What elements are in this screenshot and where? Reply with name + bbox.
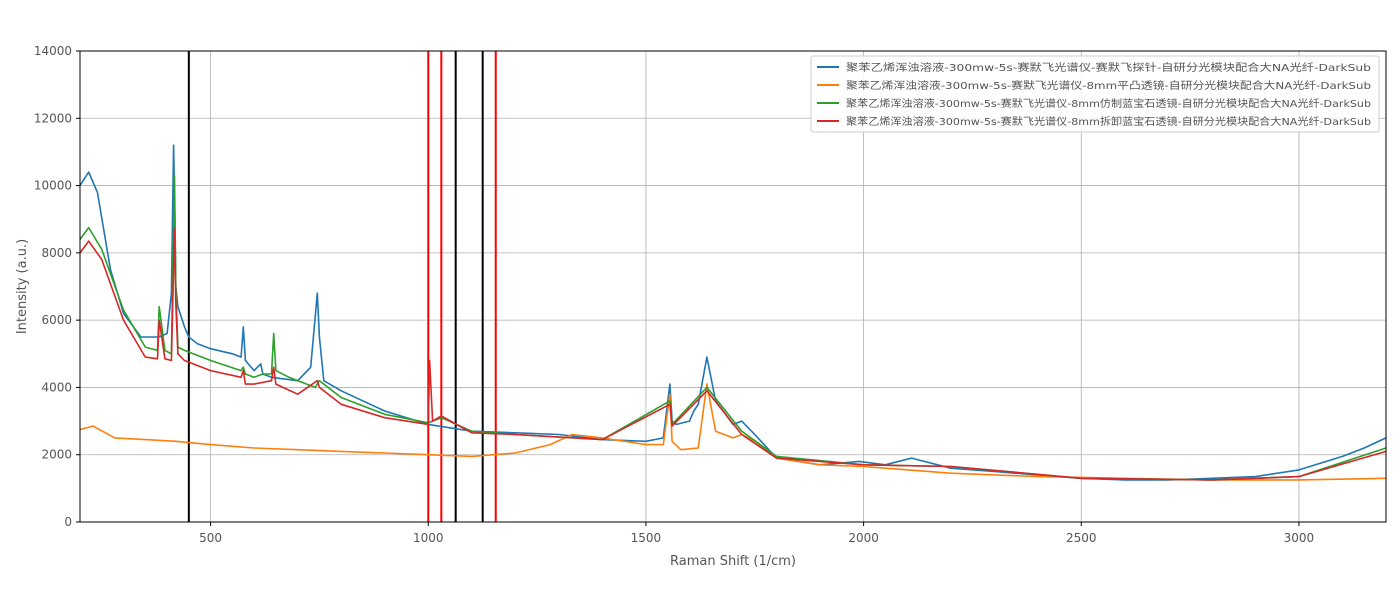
y-tick-label: 14000: [34, 44, 72, 58]
x-tick-label: 3000: [1284, 531, 1315, 545]
legend-entry: 聚苯乙烯浑浊溶液-300mw-5s-赛默飞光谱仪-8mm拆卸蓝宝石透镜-自研分光…: [846, 115, 1371, 128]
x-tick-label: 1000: [413, 531, 444, 545]
y-tick-label: 10000: [34, 179, 72, 193]
series-layer: [79, 144, 1387, 481]
legend-entry: 聚苯乙烯浑浊溶液-300mw-5s-赛默飞光谱仪-8mm平凸透镜-自研分光模块配…: [846, 79, 1371, 92]
y-tick-label: 2000: [41, 448, 72, 462]
legend-entry: 聚苯乙烯浑浊溶液-300mw-5s-赛默飞光谱仪-赛默飞探针-自研分光模块配合大…: [846, 61, 1371, 74]
x-tick-label: 2500: [1066, 531, 1097, 545]
y-axis-ticks: 0 2000 4000 6000 8000 10000 12000 14000: [34, 44, 80, 529]
y-axis-label: Intensity (a.u.): [15, 239, 30, 334]
x-tick-label: 1500: [631, 531, 662, 545]
legend: 聚苯乙烯浑浊溶液-300mw-5s-赛默飞光谱仪-赛默飞探针-自研分光模块配合大…: [810, 55, 1380, 133]
y-tick-label: 8000: [41, 246, 72, 260]
x-tick-label: 500: [199, 531, 222, 545]
legend-entry: 聚苯乙烯浑浊溶液-300mw-5s-赛默飞光谱仪-8mm仿制蓝宝石透镜-自研分光…: [846, 97, 1371, 110]
reference-lines: [187, 51, 497, 522]
y-tick-label: 4000: [41, 380, 72, 394]
x-tick-label: 2000: [848, 531, 879, 545]
y-tick-label: 6000: [41, 313, 72, 327]
series-line-4: [79, 228, 1387, 481]
plot-frame: [79, 50, 1387, 523]
x-axis-label: Raman Shift (1/cm): [670, 554, 796, 569]
series-line-2: [79, 383, 1387, 481]
y-tick-label: 12000: [34, 111, 72, 125]
legend-box: [810, 55, 1380, 133]
series-line-3: [79, 174, 1387, 481]
x-axis-ticks: 500 1000 1500 2000 2500 3000: [199, 522, 1314, 545]
y-tick-label: 0: [64, 515, 72, 529]
